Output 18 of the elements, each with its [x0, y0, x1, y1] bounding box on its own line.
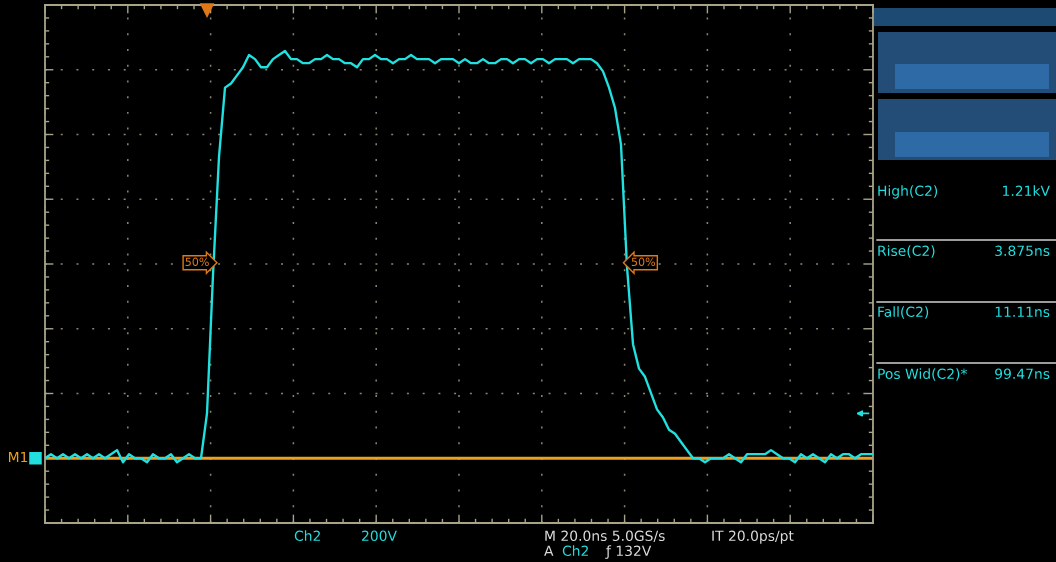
text: M 20.0ns 5.0GS/s [545, 530, 665, 543]
text: Ch2 [294, 530, 320, 542]
annotation: 50% [631, 257, 656, 266]
text: Ch2 [562, 545, 588, 557]
text: 1.21kV [1003, 185, 1050, 196]
text: ƒ 132V [605, 545, 652, 559]
text: 3.875ns [995, 245, 1050, 257]
annotation: 50% [185, 257, 209, 266]
text: IT 20.0ps/pt [712, 530, 794, 544]
text: High(C2) [878, 185, 938, 199]
text: Pos Wid(C2)* [878, 368, 968, 381]
ref-line-label: M1 [8, 451, 28, 463]
text: Rise(C2) [878, 245, 935, 258]
text: 99.47ns [995, 368, 1050, 380]
text: 11.11ns [995, 306, 1050, 318]
text: A [544, 545, 554, 556]
text: 200V [362, 530, 397, 542]
text: Fall(C2) [878, 306, 929, 319]
